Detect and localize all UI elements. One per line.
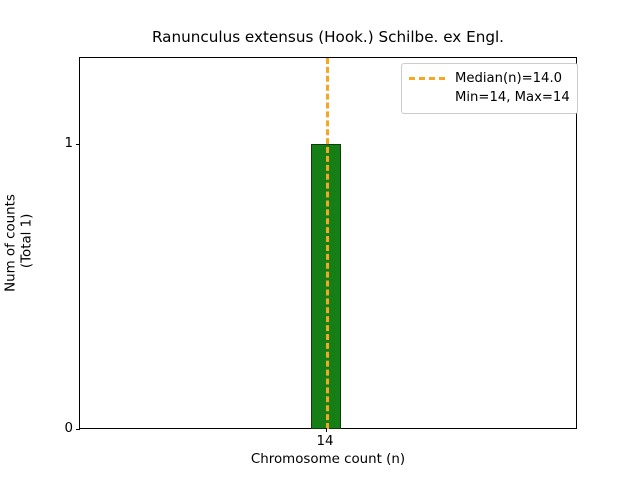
legend-entry-minmax: Min=14, Max=14 (409, 88, 570, 107)
x-tick-mark-14 (326, 428, 327, 432)
legend-label-minmax: Min=14, Max=14 (455, 90, 570, 105)
chart-title: Ranunculus extensus (Hook.) Schilbe. ex … (151, 28, 505, 46)
y-tick-mark-0 (76, 429, 80, 430)
median-line (326, 58, 329, 429)
x-axis-label: Chromosome count (n) (250, 452, 406, 467)
legend-entry-median: Median(n)=14.0 (409, 69, 570, 88)
y-tick-mark-1 (76, 144, 80, 145)
y-axis-label: Num of counts (Total 1) (3, 194, 35, 292)
y-tick-label-0: 0 (64, 421, 73, 436)
dashed-line-icon (409, 77, 445, 80)
y-axis-label-container: Num of counts (Total 1) (0, 57, 40, 429)
legend-label-median: Median(n)=14.0 (455, 71, 563, 86)
plot-area: Median(n)=14.0 Min=14, Max=14 (76, 57, 578, 432)
y-tick-label-1: 1 (64, 136, 73, 151)
x-tick-label-14: 14 (316, 434, 334, 449)
legend: Median(n)=14.0 Min=14, Max=14 (401, 63, 578, 114)
